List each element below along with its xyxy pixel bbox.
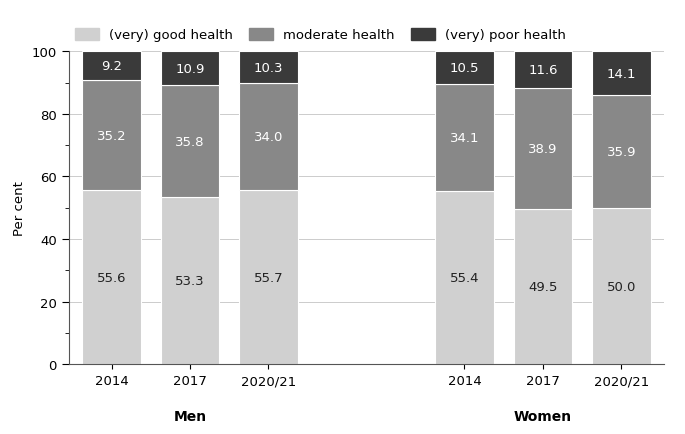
Text: 34.0: 34.0 — [253, 131, 283, 144]
Text: 14.1: 14.1 — [607, 68, 636, 81]
Bar — [435, 191, 494, 365]
Text: 38.9: 38.9 — [528, 143, 558, 156]
Bar — [592, 96, 651, 208]
Text: Women: Women — [514, 409, 572, 423]
Bar — [514, 89, 572, 210]
Text: 35.8: 35.8 — [175, 135, 205, 148]
Text: 50.0: 50.0 — [607, 280, 636, 293]
Bar — [161, 198, 219, 365]
Bar — [239, 84, 298, 191]
Text: 35.2: 35.2 — [97, 129, 127, 142]
Text: 34.1: 34.1 — [450, 132, 479, 145]
Bar — [161, 86, 219, 198]
Text: 10.5: 10.5 — [450, 62, 479, 75]
Bar — [435, 52, 494, 85]
Bar — [514, 210, 572, 365]
Text: Men: Men — [173, 409, 207, 423]
Text: 35.9: 35.9 — [607, 146, 636, 159]
Bar — [82, 81, 141, 191]
Text: 11.6: 11.6 — [528, 64, 558, 77]
Legend: (very) good health, moderate health, (very) poor health: (very) good health, moderate health, (ve… — [75, 29, 566, 43]
Bar — [161, 52, 219, 86]
Text: 53.3: 53.3 — [175, 275, 205, 288]
Bar — [435, 85, 494, 191]
Bar — [82, 52, 141, 81]
Bar — [514, 52, 572, 89]
Text: 49.5: 49.5 — [528, 281, 558, 294]
Bar — [592, 52, 651, 96]
Text: 55.7: 55.7 — [253, 271, 284, 284]
Text: 9.2: 9.2 — [101, 60, 122, 73]
Text: 10.9: 10.9 — [175, 62, 205, 76]
Bar — [592, 208, 651, 365]
Bar — [239, 191, 298, 365]
Bar — [82, 191, 141, 365]
Text: 10.3: 10.3 — [253, 62, 283, 75]
Text: 55.6: 55.6 — [97, 271, 126, 284]
Text: 55.4: 55.4 — [450, 272, 479, 285]
Bar — [239, 52, 298, 84]
Y-axis label: Per cent: Per cent — [13, 181, 26, 236]
